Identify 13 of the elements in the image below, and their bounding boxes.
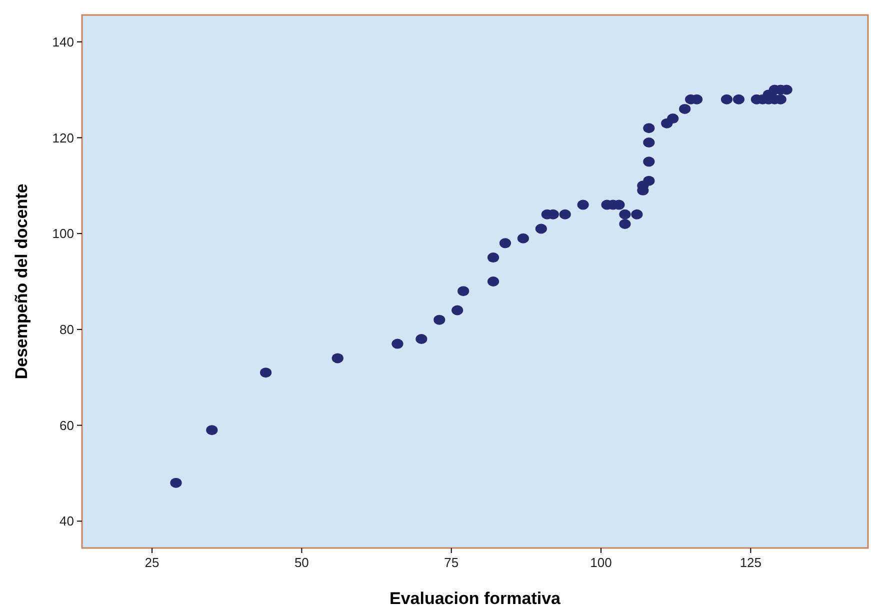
y-axis-title: Desempeño del docente xyxy=(12,184,31,380)
x-tick-label: 25 xyxy=(144,555,160,570)
x-tick-label: 75 xyxy=(444,555,459,570)
x-tick-label: 100 xyxy=(590,555,612,570)
y-tick-label: 100 xyxy=(52,226,74,242)
y-tick-label: 80 xyxy=(60,322,74,337)
y-tick-label: 40 xyxy=(60,514,74,529)
x-axis-title: Evaluacion formativa xyxy=(389,589,562,606)
y-tick-label: 140 xyxy=(52,34,74,50)
y-tick-label: 120 xyxy=(52,130,74,146)
x-tick-label: 125 xyxy=(740,555,762,570)
y-tick-label: 60 xyxy=(60,418,74,433)
x-tick-label: 50 xyxy=(294,555,309,570)
